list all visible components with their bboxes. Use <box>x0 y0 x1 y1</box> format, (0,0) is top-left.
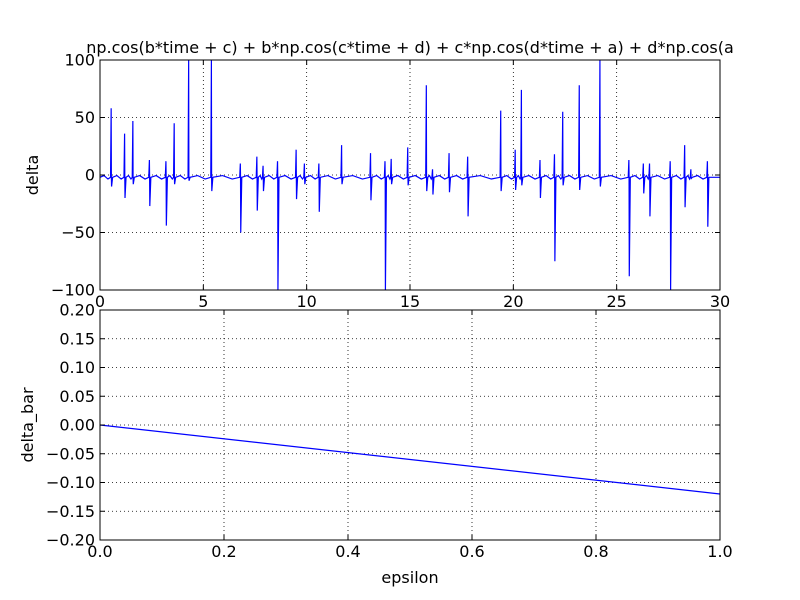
top-chart: 0 5 10 15 20 25 30 −100 −50 0 50 100 delta <box>23 51 730 312</box>
bottom-y-tick-label: 0.05 <box>59 387 95 406</box>
bottom-y-tick-label: 0.20 <box>59 301 95 320</box>
bottom-series-line <box>99 424 721 495</box>
bottom-y-tick-label: 0.00 <box>59 416 95 435</box>
top-x-tick-label: 15 <box>400 292 420 311</box>
bottom-y-tick-label: −0.15 <box>46 502 95 521</box>
bottom-x-tick-label: 0.8 <box>583 542 608 561</box>
top-y-axis-label: delta <box>23 155 42 196</box>
top-y-tick-label: −50 <box>61 223 95 242</box>
bottom-x-tick-label: 0.6 <box>459 542 484 561</box>
bottom-x-tick-label: 0.4 <box>335 542 360 561</box>
bottom-y-tick-label: −0.05 <box>46 444 95 463</box>
top-y-tick-label: 50 <box>75 108 95 127</box>
bottom-x-tick-label: 0.2 <box>211 542 236 561</box>
top-x-tick-label: 30 <box>710 292 730 311</box>
top-y-tick-label: 100 <box>64 51 95 70</box>
bottom-y-tick-label: 0.10 <box>59 358 95 377</box>
bottom-chart: 0.0 0.2 0.4 0.6 0.8 1.0 −0.20 −0.15 −0.10 −0.05 0.… <box>18 301 733 588</box>
top-y-tick-label: 0 <box>85 166 95 185</box>
top-series-line <box>100 60 720 290</box>
top-x-tick-label: 5 <box>198 292 208 311</box>
top-x-tick-label: 10 <box>296 292 316 311</box>
top-x-tick-label: 20 <box>503 292 523 311</box>
bottom-y-tick-label: 0.15 <box>59 329 95 348</box>
bottom-y-axis-label: delta_bar <box>18 387 38 462</box>
top-x-tick-label: 0 <box>95 292 105 311</box>
top-y-tick-label: −100 <box>51 281 95 300</box>
top-x-tick-label: 25 <box>606 292 626 311</box>
top-chart-title: np.cos(b*time + c) + b*np.cos(c*time + d… <box>86 38 734 57</box>
bottom-x-tick-label: 0.0 <box>87 542 112 561</box>
bottom-x-tick-label: 1.0 <box>707 542 732 561</box>
bottom-x-axis-label: epsilon <box>381 568 438 587</box>
bottom-y-tick-label: −0.20 <box>46 531 95 550</box>
bottom-y-tick-label: −0.10 <box>46 473 95 492</box>
